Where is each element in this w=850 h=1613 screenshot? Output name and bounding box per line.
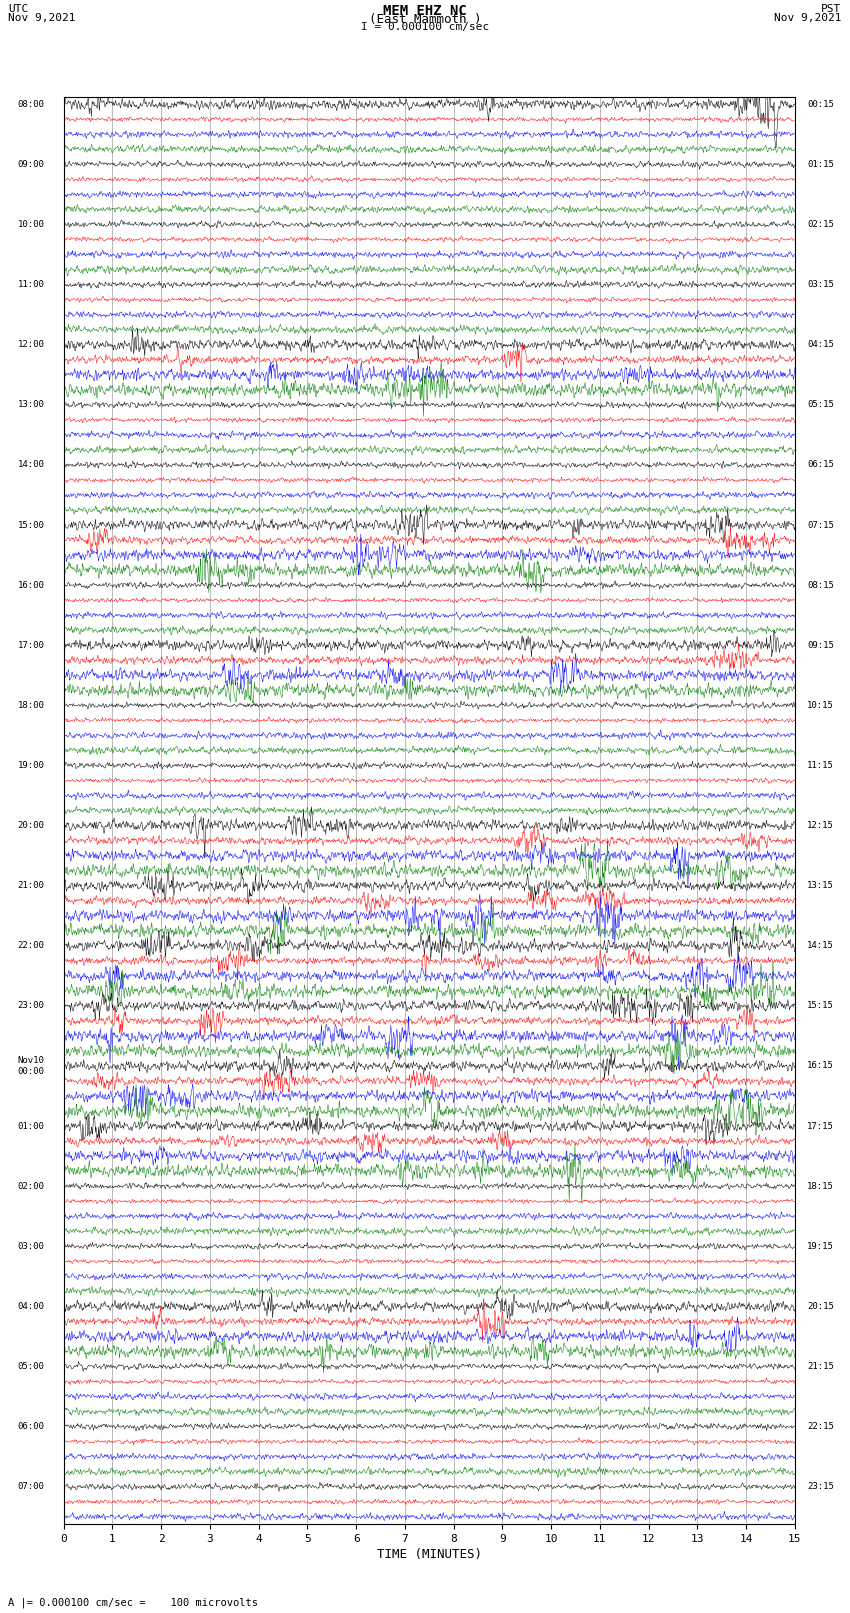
Text: 11:00: 11:00 [17, 281, 44, 289]
Text: MEM EHZ NC: MEM EHZ NC [383, 5, 467, 18]
Text: Nov10
00:00: Nov10 00:00 [17, 1057, 44, 1076]
Text: 04:15: 04:15 [807, 340, 834, 350]
Text: PST: PST [821, 5, 842, 15]
Text: 04:00: 04:00 [17, 1302, 44, 1311]
Text: 18:00: 18:00 [17, 700, 44, 710]
Text: UTC: UTC [8, 5, 29, 15]
Text: 10:00: 10:00 [17, 219, 44, 229]
Text: 13:15: 13:15 [807, 881, 834, 890]
Text: 12:15: 12:15 [807, 821, 834, 831]
Text: 22:15: 22:15 [807, 1423, 834, 1431]
Text: 01:00: 01:00 [17, 1121, 44, 1131]
Text: 11:15: 11:15 [807, 761, 834, 769]
Text: 14:15: 14:15 [807, 942, 834, 950]
Text: 14:00: 14:00 [17, 460, 44, 469]
Text: 06:00: 06:00 [17, 1423, 44, 1431]
Text: 17:15: 17:15 [807, 1121, 834, 1131]
Text: 01:15: 01:15 [807, 160, 834, 169]
Text: 08:00: 08:00 [17, 100, 44, 108]
Text: 20:15: 20:15 [807, 1302, 834, 1311]
Text: 21:00: 21:00 [17, 881, 44, 890]
Text: 10:15: 10:15 [807, 700, 834, 710]
Text: 19:00: 19:00 [17, 761, 44, 769]
Text: 05:00: 05:00 [17, 1361, 44, 1371]
Text: 21:15: 21:15 [807, 1361, 834, 1371]
Text: 02:15: 02:15 [807, 219, 834, 229]
Text: 18:15: 18:15 [807, 1182, 834, 1190]
Text: (East Mammoth ): (East Mammoth ) [369, 13, 481, 26]
Text: 02:00: 02:00 [17, 1182, 44, 1190]
Text: 08:15: 08:15 [807, 581, 834, 590]
Text: 17:00: 17:00 [17, 640, 44, 650]
Text: 06:15: 06:15 [807, 460, 834, 469]
X-axis label: TIME (MINUTES): TIME (MINUTES) [377, 1548, 482, 1561]
Text: 13:00: 13:00 [17, 400, 44, 410]
Text: 00:15: 00:15 [807, 100, 834, 108]
Text: 23:15: 23:15 [807, 1482, 834, 1492]
Text: 15:00: 15:00 [17, 521, 44, 529]
Text: 19:15: 19:15 [807, 1242, 834, 1250]
Text: 09:00: 09:00 [17, 160, 44, 169]
Text: Nov 9,2021: Nov 9,2021 [8, 13, 76, 23]
Text: 05:15: 05:15 [807, 400, 834, 410]
Text: 07:15: 07:15 [807, 521, 834, 529]
Text: 16:15: 16:15 [807, 1061, 834, 1071]
Text: 12:00: 12:00 [17, 340, 44, 350]
Text: 07:00: 07:00 [17, 1482, 44, 1492]
Text: 22:00: 22:00 [17, 942, 44, 950]
Text: 16:00: 16:00 [17, 581, 44, 590]
Text: 20:00: 20:00 [17, 821, 44, 831]
Text: Nov 9,2021: Nov 9,2021 [774, 13, 842, 23]
Text: 15:15: 15:15 [807, 1002, 834, 1010]
Text: A |= 0.000100 cm/sec =    100 microvolts: A |= 0.000100 cm/sec = 100 microvolts [8, 1597, 258, 1608]
Text: I = 0.000100 cm/sec: I = 0.000100 cm/sec [361, 23, 489, 32]
Text: 03:00: 03:00 [17, 1242, 44, 1250]
Text: 09:15: 09:15 [807, 640, 834, 650]
Text: 23:00: 23:00 [17, 1002, 44, 1010]
Text: 03:15: 03:15 [807, 281, 834, 289]
